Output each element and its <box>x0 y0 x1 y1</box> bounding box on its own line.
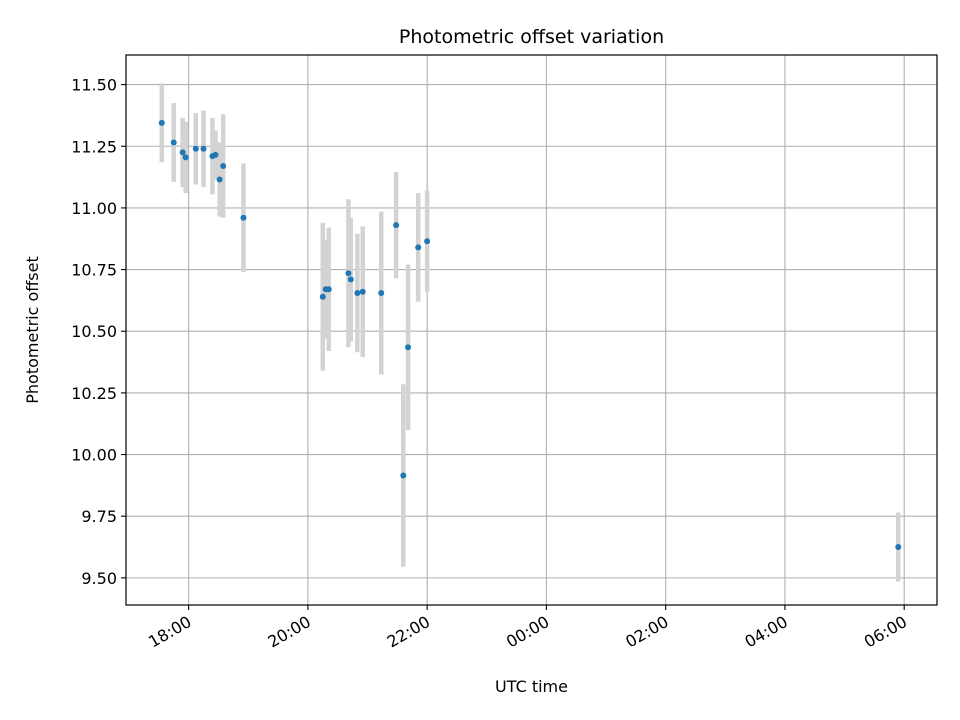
data-point <box>179 149 186 156</box>
x-axis-label: UTC time <box>495 677 568 696</box>
chart-title: Photometric offset variation <box>399 26 664 48</box>
data-point <box>212 151 219 158</box>
y-axis-ticks: 9.50 9.75 10.00 10.25 10.50 10.75 11.00 11.25 11… <box>71 76 126 588</box>
y-tick-label: 9.50 <box>81 569 117 588</box>
data-point <box>325 286 332 293</box>
data-point <box>405 344 412 351</box>
data-point <box>182 154 189 161</box>
data-point <box>192 145 199 152</box>
y-axis-label: Photometric offset <box>23 256 42 404</box>
y-tick-label: 10.75 <box>71 261 117 280</box>
data-point <box>347 276 354 283</box>
y-tick-label: 11.25 <box>71 137 117 156</box>
data-point <box>158 119 165 126</box>
data-point <box>220 162 227 169</box>
y-tick-label: 9.75 <box>81 507 117 526</box>
data-point <box>345 270 352 277</box>
data-point <box>354 290 361 297</box>
data-points <box>158 119 902 551</box>
data-point <box>240 214 247 221</box>
y-tick-label: 11.00 <box>71 199 117 218</box>
y-tick-label: 11.50 <box>71 76 117 95</box>
data-point <box>200 145 207 152</box>
grid <box>126 55 937 605</box>
data-point <box>170 139 177 146</box>
data-point <box>424 238 431 245</box>
data-point <box>393 222 400 229</box>
data-point <box>415 244 422 251</box>
data-point <box>400 472 407 479</box>
data-point <box>895 544 902 551</box>
data-point <box>216 176 223 183</box>
y-tick-label: 10.50 <box>71 322 117 341</box>
data-point <box>319 293 326 300</box>
y-tick-label: 10.25 <box>71 384 117 403</box>
data-point <box>378 290 385 297</box>
plot-frame <box>125 54 938 606</box>
y-tick-label: 10.00 <box>71 446 117 465</box>
data-point <box>359 288 366 295</box>
